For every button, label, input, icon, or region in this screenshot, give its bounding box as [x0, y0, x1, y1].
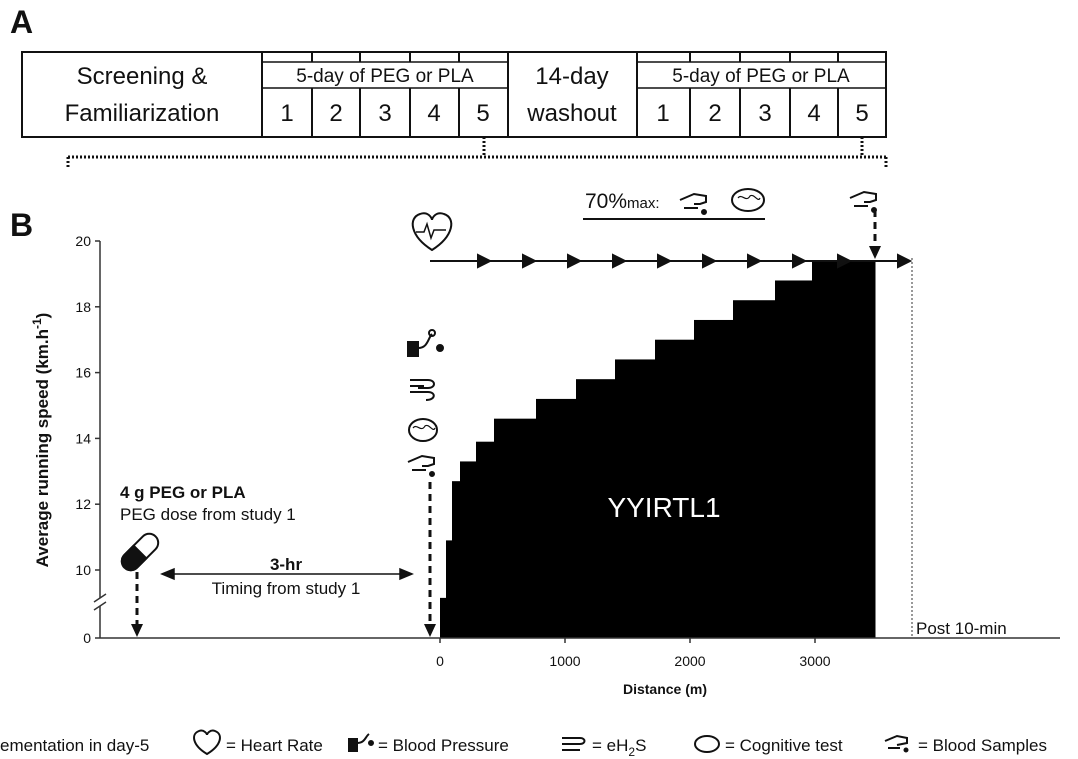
x-axis-title: Distance (m) [623, 681, 707, 697]
panel-label: B [10, 207, 33, 243]
legend-item: = Cognitive test [725, 736, 843, 755]
legend-item: = eH [592, 736, 628, 755]
table-header: 5-day of PEG or PLA [672, 66, 850, 87]
speed-step [576, 379, 616, 638]
speed-step [446, 540, 453, 638]
axis-break [94, 598, 106, 606]
speed-step [694, 319, 734, 638]
intensity-label: 70%max: [585, 190, 660, 213]
day-cell: 2 [708, 100, 721, 127]
table-cell: Familiarization [65, 100, 220, 127]
day-cell: 1 [656, 100, 669, 127]
axis-break-mark [93, 593, 107, 611]
speed-step [494, 418, 537, 638]
day-cell: 3 [758, 100, 771, 127]
icons [120, 188, 877, 572]
zoom-connector [66, 137, 888, 168]
speed-step [460, 461, 477, 638]
dose-note: PEG dose from study 1 [120, 505, 296, 524]
y-tick-label: 10 [75, 562, 91, 578]
table-cell: 14-day [535, 63, 608, 90]
legend-sub: 2 [628, 745, 635, 759]
timing-note: Timing from study 1 [212, 579, 361, 598]
speed-step [452, 481, 461, 638]
timing-arrow [160, 567, 414, 581]
test-label: YYIRTL1 [607, 492, 720, 523]
speed-step [440, 597, 447, 638]
y-tick-label: 20 [75, 233, 91, 249]
day-cell: 1 [280, 100, 293, 127]
x-tick-label: 1000 [549, 653, 580, 669]
intensity-text: 70% [585, 190, 627, 213]
event-arrows [135, 210, 877, 626]
speed-step [812, 260, 876, 638]
speed-step [775, 280, 813, 638]
timing-title: 3-hr [270, 555, 303, 574]
y-tick-label: 14 [75, 430, 91, 446]
y-tick-label: 0 [83, 630, 91, 646]
speed-step [476, 441, 495, 638]
intensity-sub: max: [627, 195, 660, 212]
y-axis-title-end: ) [33, 313, 52, 319]
legend: ementation in day-5 = Heart Rate = Blood P… [0, 736, 1047, 759]
day-cell: 2 [329, 100, 342, 127]
table-header: 5-day of PEG or PLA [296, 66, 474, 87]
legend-item: ementation in day-5 [0, 736, 149, 755]
timeline-table [21, 51, 887, 138]
speed-step [733, 300, 776, 638]
speed-step [536, 398, 577, 638]
x-tick-label: 0 [436, 653, 444, 669]
y-tick-label: 18 [75, 299, 91, 315]
plot: 0 10 12 14 16 18 20 0 1000 2000 3000 [75, 233, 1060, 669]
legend-icons [193, 729, 909, 756]
legend-item: = Blood Pressure [378, 736, 509, 755]
day-cell: 5 [476, 100, 489, 127]
y-tick-label: 16 [75, 365, 91, 381]
table-cell: washout [526, 100, 617, 127]
heart-rate-timeline [430, 253, 913, 269]
y-axis-title-text: Average running speed (km.h [33, 329, 52, 567]
speed-step [615, 359, 656, 638]
day-cell: 3 [378, 100, 391, 127]
day-cell: 4 [427, 100, 440, 127]
legend-item: = Heart Rate [226, 736, 323, 755]
y-axis-title: Average running speed (km.h-1) [30, 313, 52, 568]
x-tick-label: 3000 [799, 653, 830, 669]
speed-step [655, 339, 695, 638]
legend-item: S [635, 736, 646, 755]
panel-label: A [10, 4, 33, 40]
y-tick-label: 12 [75, 496, 91, 512]
day-cell: 4 [807, 100, 820, 127]
table-cell: Screening & [77, 63, 208, 90]
legend-item: = Blood Samples [918, 736, 1047, 755]
post-label: Post 10-min [916, 619, 1007, 638]
dose-title: 4 g PEG or PLA [120, 483, 246, 502]
y-axis-title-sup: -1 [30, 318, 44, 329]
day-cell: 5 [855, 100, 868, 127]
x-tick-label: 2000 [674, 653, 705, 669]
